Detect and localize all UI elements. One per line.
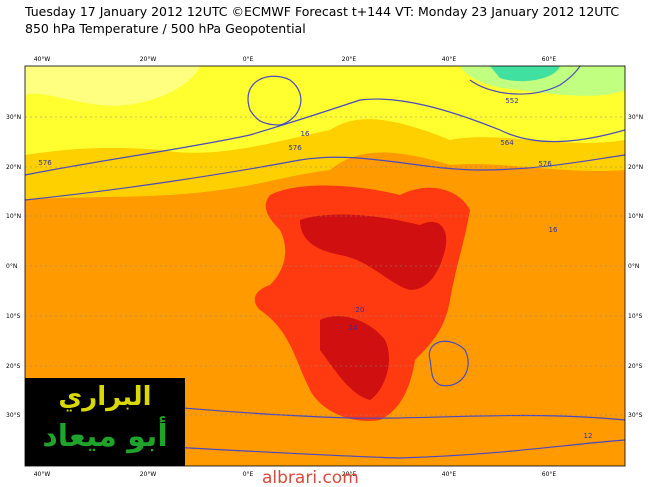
field-pale bbox=[25, 66, 200, 106]
lat-label: 30°N bbox=[6, 114, 21, 121]
lat-label: 10°S bbox=[6, 313, 21, 320]
lon-label: 40°E bbox=[442, 56, 457, 63]
contour-label: 564 bbox=[500, 139, 514, 147]
lon-label: 60°E bbox=[542, 56, 557, 63]
lon-label: 20°E bbox=[342, 471, 357, 478]
lat-label: 0°N bbox=[628, 263, 639, 270]
lat-label: 20°S bbox=[628, 363, 643, 370]
lon-label: 0°E bbox=[243, 471, 254, 478]
lat-label: 10°N bbox=[6, 213, 21, 220]
contour-label: 20 bbox=[356, 306, 365, 314]
watermark: albrari.com bbox=[262, 468, 359, 487]
contour-label: 576 bbox=[538, 160, 552, 168]
lat-label: 0°N bbox=[6, 263, 17, 270]
lat-label: 10°N bbox=[628, 213, 643, 220]
graticule bbox=[25, 116, 625, 416]
contour-label: 16 bbox=[301, 130, 310, 138]
logo-line2: أبو ميعاد bbox=[42, 419, 168, 454]
lon-label: 40°W bbox=[34, 56, 51, 63]
lat-label: 30°S bbox=[628, 412, 643, 419]
contour-label: 16 bbox=[549, 226, 558, 234]
lat-label: 30°N bbox=[628, 114, 643, 121]
lat-label: 10°S bbox=[628, 313, 643, 320]
logo: البراري أبو ميعاد bbox=[25, 378, 185, 466]
lon-label: 60°E bbox=[542, 471, 557, 478]
lat-label: 20°S bbox=[6, 363, 21, 370]
contour-label: 576 bbox=[288, 144, 302, 152]
contour-label: 576 bbox=[38, 159, 52, 167]
lon-label: 20°W bbox=[140, 56, 157, 63]
field-darkred bbox=[300, 214, 447, 290]
header-line1: Tuesday 17 January 2012 12UTC ©ECMWF For… bbox=[25, 4, 620, 19]
contour-label: 24 bbox=[349, 324, 358, 332]
field-teal bbox=[490, 66, 560, 82]
lat-label: 20°N bbox=[6, 164, 21, 171]
map-frame bbox=[24, 65, 626, 467]
contour-label: 12 bbox=[584, 432, 593, 440]
lon-label: 20°W bbox=[140, 471, 157, 478]
logo-line1: البراري bbox=[58, 382, 152, 412]
lon-label: 40°W bbox=[34, 471, 51, 478]
contour-label: 552 bbox=[505, 97, 518, 105]
field-darkred-south bbox=[320, 316, 390, 400]
lat-label: 30°S bbox=[6, 412, 21, 419]
lon-label: 20°E bbox=[342, 56, 357, 63]
header-line2: 850 hPa Temperature / 500 hPa Geopotenti… bbox=[25, 21, 306, 36]
lon-label: 0°E bbox=[243, 56, 254, 63]
lat-label: 20°N bbox=[628, 164, 643, 171]
lon-label: 40°E bbox=[442, 471, 457, 478]
